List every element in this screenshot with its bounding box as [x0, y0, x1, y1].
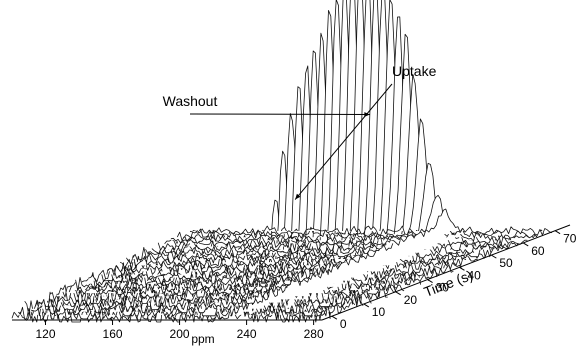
time-tick-label: 40	[467, 268, 481, 282]
axes-group	[12, 224, 571, 325]
time-tick	[554, 230, 561, 235]
uptake-annotation-arrowhead	[295, 193, 301, 200]
time-tick-label: 0	[340, 317, 347, 331]
time-tick	[363, 303, 370, 308]
uptake-annotation-label: Uptake	[392, 63, 437, 79]
ppm-tick-label: 200	[170, 327, 190, 341]
spectrum-trace	[151, 16, 504, 255]
time-tick-label: 10	[372, 305, 386, 319]
spectrum-trace	[107, 0, 446, 276]
spectrum-trace	[183, 194, 545, 239]
ppm-tick-label: 120	[35, 327, 55, 341]
spectrum-fill	[12, 305, 322, 322]
washout-annotation-arrow	[189, 113, 370, 116]
ppm-axis-title: ppm	[191, 332, 214, 346]
time-axis-line	[321, 224, 571, 321]
ppm-tick-label: 280	[304, 327, 324, 341]
time-tick	[522, 242, 529, 247]
time-tick-label: 70	[563, 232, 577, 246]
time-tick	[331, 315, 338, 320]
time-tick-label: 50	[499, 256, 513, 270]
spectrum-trace	[18, 298, 331, 320]
spectrum-trace	[138, 0, 487, 261]
time-tick	[427, 279, 433, 283]
washout-annotation-label: Washout	[163, 93, 218, 109]
spectrum-trace	[113, 0, 454, 273]
spectrum-trace	[81, 50, 413, 289]
spectrum-trace	[49, 199, 372, 304]
time-tick	[395, 291, 401, 296]
spectrum-trace	[164, 73, 520, 248]
time-tick-label: 60	[531, 244, 545, 258]
ppm-tick-label: 240	[237, 327, 257, 341]
spectrum-trace	[189, 208, 553, 236]
spectra-group	[11, 0, 553, 323]
time-tick	[459, 266, 465, 271]
spectrum-fill	[177, 163, 536, 242]
time-tick-label: 20	[404, 293, 418, 307]
uptake-annotation-arrow	[294, 83, 393, 200]
ppm-tick-label: 160	[103, 327, 123, 341]
time-tick-label: 30	[436, 281, 450, 295]
spectrum-trace	[100, 0, 438, 279]
time-tick	[491, 254, 497, 259]
